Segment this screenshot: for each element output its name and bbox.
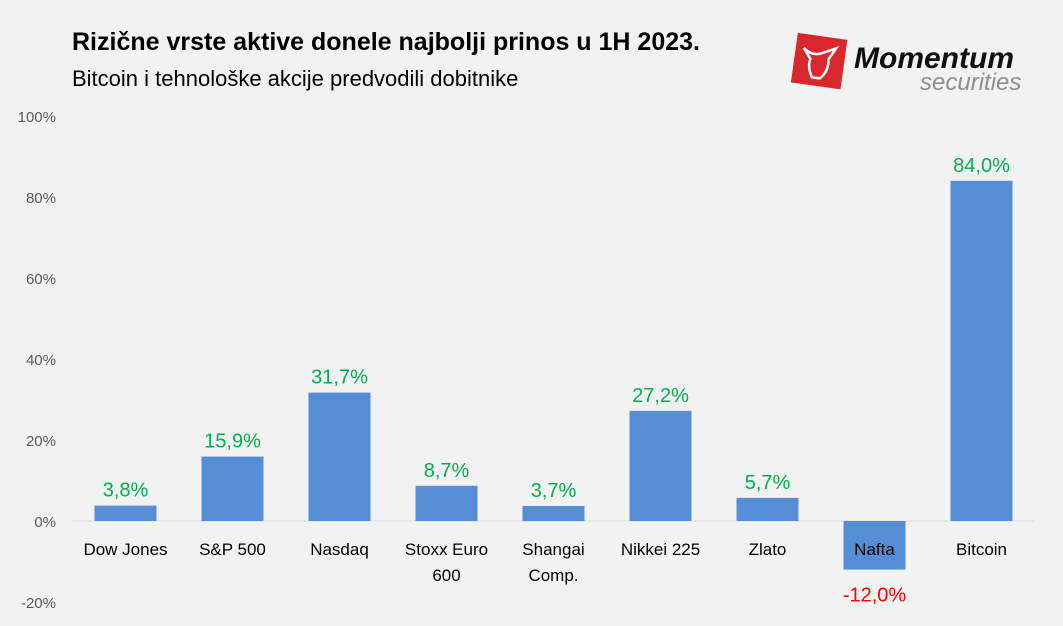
bar xyxy=(94,505,157,521)
x-tick-label: S&P 500 xyxy=(199,540,266,559)
x-tick-label: Nafta xyxy=(854,540,895,559)
chart-subtitle: Bitcoin i tehnološke akcije predvodili d… xyxy=(72,66,519,91)
data-label: 3,8% xyxy=(103,480,149,502)
bar xyxy=(522,506,585,521)
x-tick-label: Comp. xyxy=(528,566,578,585)
data-label: -12,0% xyxy=(843,585,907,607)
x-tick-label: Bitcoin xyxy=(956,540,1007,559)
x-tick-label: Zlato xyxy=(749,540,787,559)
chart-title: Rizične vrste aktive donele najbolji pri… xyxy=(72,28,700,56)
bars: 3,8% Dow Jones 15,9% S&P 500 31,7% Nasdaq 8,7%… xyxy=(83,155,1013,607)
logo-wordmark: Momentum xyxy=(854,42,1014,75)
y-tick-label: 20% xyxy=(26,433,56,450)
y-axis: -20% 0% 20% 40% 60% 80% 100% xyxy=(18,109,56,612)
bar xyxy=(843,521,906,570)
x-tick-label: Nasdaq xyxy=(310,540,369,559)
y-tick-label: 100% xyxy=(18,109,56,126)
x-tick-label: 600 xyxy=(432,566,460,585)
logo-tagline: securities xyxy=(920,69,1021,96)
bar xyxy=(308,392,371,521)
x-tick-label: Shangai xyxy=(522,540,584,559)
data-label: 31,7% xyxy=(311,367,368,389)
y-tick-label: -20% xyxy=(21,595,56,612)
data-label: 27,2% xyxy=(632,385,689,407)
bar xyxy=(736,497,799,521)
bar xyxy=(950,180,1013,522)
momentum-logo: Momentum securities xyxy=(790,32,1021,96)
bar xyxy=(629,410,692,521)
data-label: 5,7% xyxy=(745,472,791,494)
data-label: 3,7% xyxy=(531,480,577,502)
data-label: 84,0% xyxy=(953,155,1010,177)
y-tick-label: 0% xyxy=(34,514,56,531)
data-label: 8,7% xyxy=(424,460,470,482)
y-tick-label: 40% xyxy=(26,352,56,369)
data-label: 15,9% xyxy=(204,431,261,453)
y-tick-label: 80% xyxy=(26,190,56,207)
y-tick-label: 60% xyxy=(26,271,56,288)
x-tick-label: Stoxx Euro xyxy=(405,540,488,559)
bar xyxy=(415,485,478,521)
x-tick-label: Dow Jones xyxy=(83,540,167,559)
bar xyxy=(201,456,264,521)
x-tick-label: Nikkei 225 xyxy=(621,540,700,559)
